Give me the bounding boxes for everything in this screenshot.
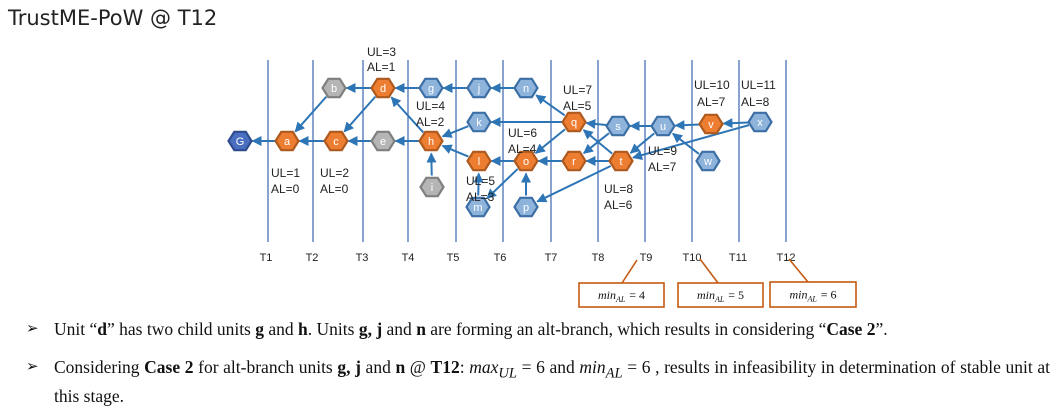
annotation-a-ul: UL=1 (271, 166, 300, 180)
annotation-t-al: AL=6 (604, 198, 633, 212)
annotation-d-ul: UL=3 (367, 45, 396, 59)
unit-label: e (380, 136, 386, 148)
unit-label: d (380, 83, 386, 95)
min-al-box: minAL = 4 (579, 260, 664, 307)
time-label: T1 (260, 252, 273, 264)
time-label: T5 (447, 252, 460, 264)
unit-c: c (325, 132, 348, 150)
unit-x: x (749, 113, 772, 131)
edge-d-c (344, 97, 375, 132)
time-label: T11 (729, 252, 747, 264)
unit-h: h (420, 132, 443, 150)
unit-label: h (428, 136, 434, 148)
unit-label: o (523, 156, 529, 168)
unit-label: j (477, 83, 480, 95)
annotation-x-ul: UL=11 (741, 78, 776, 92)
unit-label: a (284, 136, 291, 148)
time-label: T8 (592, 252, 605, 264)
unit-label: k (476, 117, 482, 129)
unit-label: s (615, 121, 621, 133)
min-al-box: minAL = 5 (678, 259, 763, 307)
unit-l: l (468, 152, 491, 170)
annotation-v-ul: UL=10 (694, 78, 730, 92)
bullet-list: ➢ Unit “d” has two child units g and h. … (20, 318, 1050, 407)
unit-label: u (660, 121, 666, 133)
time-label: T9 (640, 252, 653, 264)
unit-r: r (563, 152, 586, 170)
arrowhead-bullet-icon: ➢ (26, 318, 39, 340)
annotation-c-ul: UL=2 (320, 166, 349, 180)
edge-s-r (584, 133, 609, 153)
annotation-l-al: AL=3 (466, 190, 495, 204)
annotation-v-al: AL=7 (697, 95, 726, 109)
unit-label: b (331, 83, 337, 95)
annotation-u-al: AL=7 (648, 160, 677, 174)
time-label: T7 (545, 252, 558, 264)
annotation-d-al: AL=1 (367, 60, 396, 74)
annotation-o-al: AL=4 (508, 142, 537, 156)
edge-b-a (295, 97, 326, 132)
time-label: T10 (683, 252, 702, 264)
unit-k: k (468, 113, 491, 131)
time-label: T3 (356, 252, 369, 264)
unit-w: w (697, 152, 720, 170)
unit-label: q (571, 117, 577, 129)
edge-q-o (536, 129, 565, 153)
unit-label: l (478, 156, 480, 168)
bullet-item-2: ➢ Considering Case 2 for alt-branch unit… (20, 356, 1050, 407)
unit-label: x (757, 117, 763, 129)
unit-label: r (572, 156, 576, 168)
unit-label: n (523, 83, 529, 95)
unit-label: G (236, 136, 245, 148)
unit-G: G (229, 132, 252, 150)
annotation-u-ul: UL=9 (648, 144, 677, 158)
unit-d: d (372, 79, 395, 97)
unit-a: a (276, 132, 299, 150)
unit-label: w (703, 156, 712, 168)
min-al-box: minAL = 6 (770, 259, 856, 307)
unit-p: p (515, 198, 538, 216)
annotation-c-al: AL=0 (320, 182, 349, 196)
unit-j: j (468, 79, 491, 97)
edge-t-p (537, 166, 610, 202)
unit-b: b (323, 79, 346, 97)
unit-s: s (607, 117, 630, 135)
annotation-h-ul: UL=4 (416, 99, 445, 113)
time-label: T6 (494, 252, 507, 264)
annotation-h-al: AL=2 (416, 115, 445, 129)
time-label: T4 (402, 252, 415, 264)
annotation-t-ul: UL=8 (604, 182, 633, 196)
arrowhead-bullet-icon: ➢ (26, 356, 39, 378)
annotation-l-ul: UL=5 (466, 174, 495, 188)
annotation-x-al: AL=8 (741, 95, 770, 109)
annotation-o-ul: UL=6 (508, 126, 537, 140)
unit-u: u (652, 117, 675, 135)
unit-label: i (431, 182, 433, 194)
unit-g: g (420, 79, 443, 97)
unit-i: i (421, 178, 444, 196)
min-al-boxes: minAL = 4 minAL = 5 minAL = 6 (579, 259, 856, 307)
unit-e: e (372, 132, 395, 150)
unit-n: n (515, 79, 538, 97)
annotation-q-ul: UL=7 (563, 83, 592, 97)
annotation-a-al: AL=0 (271, 182, 300, 196)
unit-q: q (563, 113, 586, 131)
time-label: T2 (306, 252, 319, 264)
edge-x-v (723, 122, 748, 123)
unit-label: v (708, 119, 714, 131)
unit-v: v (700, 115, 723, 133)
bullet-item-1: ➢ Unit “d” has two child units g and h. … (20, 318, 1050, 340)
unit-label: t (619, 156, 622, 168)
edge-s-q (586, 123, 606, 125)
annotation-q-al: AL=5 (563, 99, 592, 113)
unit-t: t (610, 152, 633, 170)
unit-label: p (523, 202, 529, 214)
unit-label: c (333, 136, 339, 148)
edge-v-u (675, 124, 699, 125)
unit-label: g (428, 83, 434, 95)
